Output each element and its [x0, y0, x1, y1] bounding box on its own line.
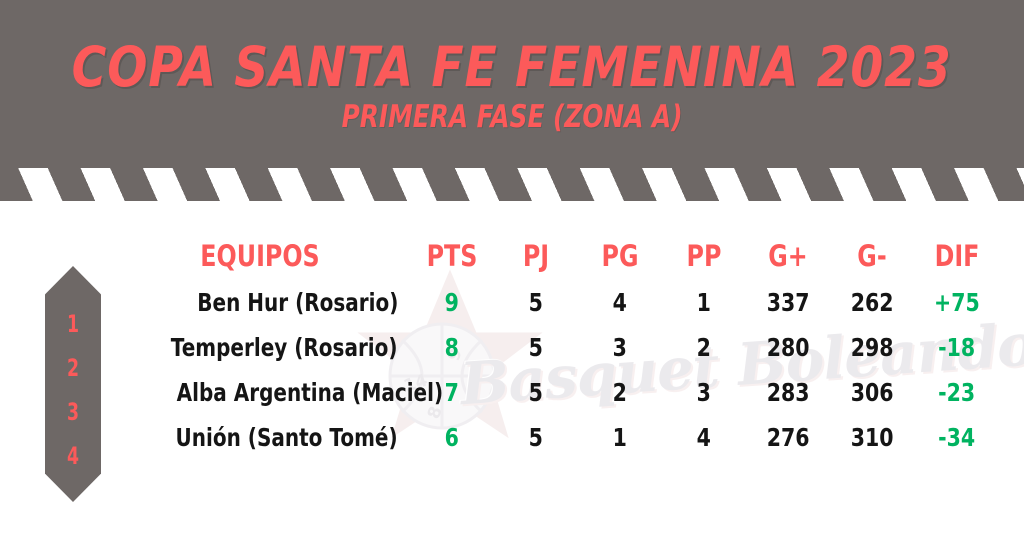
cell-pg: 4	[578, 288, 662, 317]
cell-pg: 1	[578, 423, 662, 452]
cell-team: Temperley (Rosario)	[110, 333, 410, 362]
rank-badge-4: 4	[66, 442, 80, 470]
cell-pj: 5	[494, 288, 578, 317]
cell-dif: -23	[914, 378, 1000, 407]
column-header-gc: G-	[857, 239, 887, 273]
cell-gc: 310	[830, 423, 914, 452]
cell-pts: 9	[410, 288, 494, 317]
cell-pts: 8	[410, 333, 494, 362]
rank-badge-3: 3	[66, 398, 80, 426]
value-gc: 306	[850, 378, 894, 407]
page-title: COPA SANTA FE FEMENINA 2023	[71, 34, 953, 99]
value-pg: 1	[612, 423, 628, 452]
column-header-dif: DIF	[934, 239, 980, 273]
rank-badge-2: 2	[66, 354, 80, 382]
table-row: Alba Argentina (Maciel) 7 5 2 3 283 306 …	[110, 370, 1000, 415]
cell-pp: 4	[662, 423, 746, 452]
cell-pg: 3	[578, 333, 662, 362]
cell-gf: 283	[746, 378, 830, 407]
value-pj: 5	[528, 288, 544, 317]
column-header-team: EQUIPOS	[200, 239, 320, 273]
cell-pg: 2	[578, 378, 662, 407]
header-band	[0, 0, 1024, 168]
value-gc: 310	[850, 423, 894, 452]
header-title-block: COPA SANTA FE FEMENINA 2023 PRIMERA FASE…	[0, 0, 1024, 168]
diagonal-stripe-divider	[0, 168, 1024, 201]
cell-dif: -34	[914, 423, 1000, 452]
value-gc: 298	[850, 333, 894, 362]
value-pj: 5	[528, 333, 544, 362]
standings-table: EQUIPOS PTS PJ PG PP G+ G- DIF Ben Hur (…	[110, 232, 1000, 460]
value-gf: 283	[766, 378, 810, 407]
value-gf: 276	[766, 423, 810, 452]
page-subtitle: PRIMERA FASE (ZONA A)	[341, 98, 683, 135]
rank-badge-1: 1	[66, 310, 80, 338]
team-name-label: Unión (Santo Tomé)	[175, 423, 398, 452]
cell-team: Alba Argentina (Maciel)	[110, 378, 444, 407]
value-pg: 3	[612, 333, 628, 362]
value-pg: 4	[612, 288, 628, 317]
cell-pp: 3	[662, 378, 746, 407]
rank-ribbon: 1 2 3 4	[45, 266, 101, 502]
cell-pj: 5	[494, 378, 578, 407]
cell-gc: 298	[830, 333, 914, 362]
value-pj: 5	[528, 378, 544, 407]
column-header-pts: PTS	[426, 239, 478, 273]
cell-gc: 262	[830, 288, 914, 317]
value-gf: 280	[766, 333, 810, 362]
value-gc: 262	[850, 288, 894, 317]
cell-gf: 337	[746, 288, 830, 317]
value-pts: 9	[444, 288, 460, 317]
column-header-pp: PP	[686, 239, 722, 273]
team-name-label: Alba Argentina (Maciel)	[176, 378, 444, 407]
value-pts: 7	[444, 378, 460, 407]
table-row: Unión (Santo Tomé) 6 5 1 4 276 310 -34	[110, 415, 1000, 460]
cell-team: Ben Hur (Rosario)	[110, 288, 410, 317]
value-dif: +75	[934, 288, 980, 317]
cell-pts: 6	[410, 423, 494, 452]
cell-pp: 1	[662, 288, 746, 317]
cell-pts: 7	[410, 378, 494, 407]
column-header-gf: G+	[768, 239, 808, 273]
value-pts: 8	[444, 333, 460, 362]
value-pg: 2	[612, 378, 628, 407]
value-dif: -23	[938, 378, 976, 407]
cell-gf: 276	[746, 423, 830, 452]
cell-gf: 280	[746, 333, 830, 362]
cell-gc: 306	[830, 378, 914, 407]
cell-pp: 2	[662, 333, 746, 362]
value-pp: 1	[696, 288, 712, 317]
cell-dif: +75	[914, 288, 1000, 317]
value-pts: 6	[444, 423, 460, 452]
team-name-label: Ben Hur (Rosario)	[196, 288, 398, 317]
column-header-pg: PG	[601, 239, 639, 273]
value-dif: -34	[938, 423, 976, 452]
team-name-label: Temperley (Rosario)	[171, 333, 398, 362]
cell-dif: -18	[914, 333, 1000, 362]
value-gf: 337	[766, 288, 810, 317]
value-pp: 4	[696, 423, 712, 452]
cell-pj: 5	[494, 333, 578, 362]
cell-pj: 5	[494, 423, 578, 452]
cell-team: Unión (Santo Tomé)	[110, 423, 410, 452]
table-row: Ben Hur (Rosario) 9 5 4 1 337 262 +75	[110, 280, 1000, 325]
table-header-row: EQUIPOS PTS PJ PG PP G+ G- DIF	[110, 232, 1000, 280]
column-header-pj: PJ	[522, 239, 550, 273]
value-pp: 2	[696, 333, 712, 362]
value-pp: 3	[696, 378, 712, 407]
value-pj: 5	[528, 423, 544, 452]
table-row: Temperley (Rosario) 8 5 3 2 280 298 -18	[110, 325, 1000, 370]
value-dif: -18	[938, 333, 976, 362]
